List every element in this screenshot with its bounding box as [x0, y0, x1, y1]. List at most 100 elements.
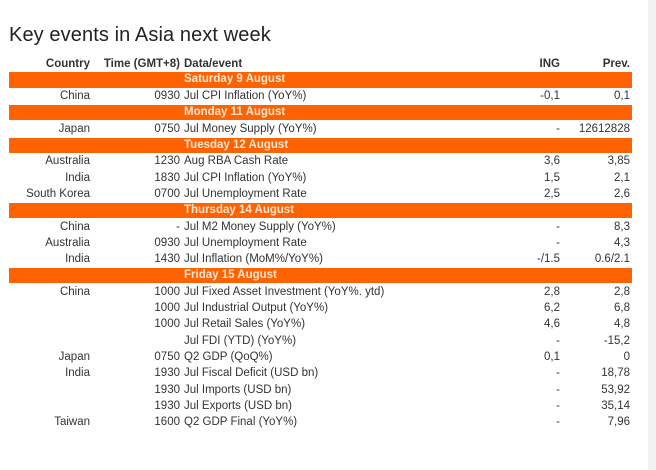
- country-cell: India: [65, 253, 90, 266]
- page-title: Key events in Asia next week: [9, 24, 271, 46]
- event-cell: Aug RBA Cash Rate: [184, 155, 289, 168]
- ing-forecast-cell: 2,5: [544, 188, 560, 201]
- table-row: India 1830 Jul CPI Inflation (YoY%) 1,5 2,1: [9, 170, 632, 186]
- ing-forecast-cell: 1,5: [544, 171, 560, 184]
- ing-forecast-cell: -/1.5: [536, 253, 560, 266]
- time-cell: 1930: [154, 367, 180, 380]
- event-cell: Q2 GDP Final (YoY%): [184, 416, 298, 429]
- ing-forecast-cell: 4,6: [544, 318, 560, 331]
- day-label: Friday 15 August: [184, 268, 277, 281]
- country-cell: China: [59, 220, 90, 233]
- events-table: Country Time (GMT+8) Data/event ING Prev…: [9, 56, 632, 430]
- ing-forecast-cell: -0,1: [540, 90, 560, 103]
- day-label: Thursday 14 August: [184, 203, 295, 216]
- country-cell: Japan: [58, 350, 90, 363]
- previous-value-cell: 2,6: [614, 188, 630, 201]
- header-time: Time (GMT+8): [103, 58, 180, 70]
- ing-forecast-cell: -: [556, 334, 560, 347]
- scrollbar-track: [648, 0, 656, 470]
- header-prev: Prev.: [602, 58, 630, 70]
- previous-value-cell: 6,8: [614, 302, 630, 315]
- time-cell: 0930: [154, 90, 180, 103]
- day-section-header: Thursday 14 August: [9, 202, 632, 219]
- event-cell: Jul CPI Inflation (YoY%): [184, 90, 307, 103]
- previous-value-cell: 12612828: [578, 122, 630, 135]
- table-row: Taiwan 1600 Q2 GDP Final (YoY%) - 7,96: [9, 414, 632, 430]
- table-row: 1930 Jul Exports (USD bn) - 35,14: [9, 398, 632, 414]
- previous-value-cell: 2,1: [614, 171, 630, 184]
- event-cell: Jul Fixed Asset Investment (YoY%. ytd): [184, 285, 385, 298]
- table-row: Australia 0930 Jul Unemployment Rate - 4,3: [9, 235, 632, 251]
- event-cell: Jul Imports (USD bn): [184, 383, 292, 396]
- ing-forecast-cell: 3,6: [544, 155, 560, 168]
- previous-value-cell: 4,8: [614, 318, 630, 331]
- previous-value-cell: 0.6/2.1: [594, 253, 630, 266]
- previous-value-cell: 35,14: [601, 399, 630, 412]
- ing-forecast-cell: -: [556, 236, 560, 249]
- event-cell: Jul FDI (YTD) (YoY%): [184, 334, 297, 347]
- time-cell: 1930: [154, 383, 180, 396]
- country-cell: Australia: [45, 236, 90, 249]
- previous-value-cell: 7,96: [607, 416, 630, 429]
- table-row: China 0930 Jul CPI Inflation (YoY%) -0,1 0,1: [9, 88, 632, 104]
- day-section-header: Saturday 9 August: [9, 72, 632, 88]
- day-section-header: Tuesday 12 August: [9, 137, 632, 154]
- ing-forecast-cell: -: [556, 367, 560, 380]
- time-cell: 0750: [154, 350, 180, 363]
- table-row: Japan 0750 Jul Money Supply (YoY%) - 1261282…: [9, 121, 632, 137]
- ing-forecast-cell: -: [556, 383, 560, 396]
- table-header: Country Time (GMT+8) Data/event ING Prev…: [9, 56, 632, 72]
- time-cell: 1000: [154, 302, 180, 315]
- country-cell: Taiwan: [54, 416, 90, 429]
- previous-value-cell: 4,3: [614, 236, 630, 249]
- previous-value-cell: 18,78: [601, 367, 630, 380]
- table-row: Australia 1230 Aug RBA Cash Rate 3,6 3,85: [9, 153, 632, 169]
- time-cell: 1830: [154, 171, 180, 184]
- day-label: Monday 11 August: [184, 105, 286, 118]
- table-row: China 1000 Jul Fixed Asset Investment (YoY…: [9, 284, 632, 300]
- event-cell: Jul Retail Sales (YoY%): [184, 318, 306, 331]
- day-section-header: Monday 11 August: [9, 104, 632, 121]
- table-row: India 1930 Jul Fiscal Deficit (USD bn) - 18,…: [9, 365, 632, 381]
- ing-forecast-cell: 0,1: [544, 350, 560, 363]
- country-cell: India: [65, 367, 90, 380]
- ing-forecast-cell: -: [556, 416, 560, 429]
- previous-value-cell: 0: [623, 350, 630, 363]
- ing-forecast-cell: 2,8: [544, 285, 560, 298]
- previous-value-cell: -15,2: [603, 334, 630, 347]
- time-cell: 1230: [154, 155, 180, 168]
- country-cell: Australia: [45, 155, 90, 168]
- header-event: Data/event: [184, 58, 243, 70]
- table-row: Japan 0750 Q2 GDP (QoQ%) 0,1 0: [9, 349, 632, 365]
- country-cell: China: [59, 285, 90, 298]
- country-cell: South Korea: [26, 188, 90, 201]
- table-row: South Korea 0700 Jul Unemployment Rate 2,5 2…: [9, 186, 632, 202]
- day-label: Saturday 9 August: [184, 73, 286, 86]
- event-cell: Jul Money Supply (YoY%): [184, 122, 317, 135]
- country-cell: China: [59, 90, 90, 103]
- table-row: 1930 Jul Imports (USD bn) - 53,92: [9, 382, 632, 398]
- previous-value-cell: 53,92: [601, 383, 630, 396]
- previous-value-cell: 0,1: [614, 90, 630, 103]
- previous-value-cell: 3,85: [607, 155, 630, 168]
- event-cell: Jul Exports (USD bn): [184, 399, 293, 412]
- header-country: Country: [45, 58, 90, 70]
- country-cell: India: [65, 171, 90, 184]
- table-row: 1000 Jul Industrial Output (YoY%) 6,2 6,8: [9, 300, 632, 316]
- table-row: 1000 Jul Retail Sales (YoY%) 4,6 4,8: [9, 316, 632, 332]
- day-label: Tuesday 12 August: [184, 138, 289, 151]
- time-cell: -: [176, 220, 180, 233]
- ing-forecast-cell: -: [556, 399, 560, 412]
- table-row: China - Jul M2 Money Supply (YoY%) -8,3: [9, 219, 632, 235]
- event-cell: Jul Fiscal Deficit (USD bn): [184, 367, 319, 380]
- event-cell: Jul Unemployment Rate: [184, 236, 307, 249]
- time-cell: 1600: [154, 416, 180, 429]
- event-cell: Jul Inflation (MoM%/YoY%): [184, 253, 323, 266]
- table-row: India 1430 Jul Inflation (MoM%/YoY%) -/1.5 0…: [9, 251, 632, 267]
- event-cell: Jul Unemployment Rate: [184, 188, 307, 201]
- event-cell: Q2 GDP (QoQ%): [184, 350, 273, 363]
- time-cell: 0930: [154, 236, 180, 249]
- event-cell: Jul M2 Money Supply (YoY%): [184, 220, 336, 233]
- previous-value-cell: 2,8: [614, 285, 630, 298]
- event-cell: Jul Industrial Output (YoY%): [184, 302, 329, 315]
